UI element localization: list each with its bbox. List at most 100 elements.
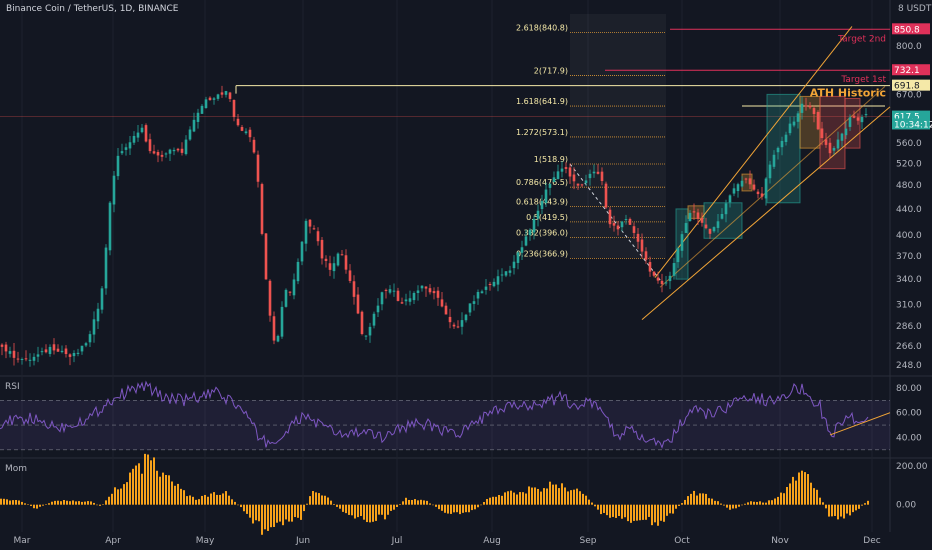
candles-group bbox=[0, 85, 868, 367]
candle-body bbox=[300, 241, 304, 262]
mom-bar bbox=[822, 502, 824, 505]
candle-body bbox=[12, 350, 16, 358]
mom-bar bbox=[786, 487, 788, 505]
candle-body bbox=[604, 183, 608, 208]
price-tick-label: 266.0 bbox=[896, 342, 922, 352]
candle-body bbox=[644, 251, 648, 260]
mom-bar bbox=[441, 504, 443, 511]
mom-bar bbox=[675, 504, 677, 509]
mom-bar bbox=[747, 502, 749, 505]
mom-bar bbox=[780, 492, 782, 505]
mom-bar bbox=[555, 484, 557, 505]
mom-bar bbox=[603, 504, 605, 513]
mom-bar bbox=[540, 491, 542, 505]
mom-bar bbox=[633, 504, 635, 521]
price-tag-bg bbox=[892, 64, 930, 76]
candle-body bbox=[500, 274, 504, 276]
fib-zone bbox=[570, 14, 666, 258]
mom-bar bbox=[606, 504, 608, 516]
mom-bar bbox=[303, 504, 305, 512]
candle-body bbox=[832, 148, 836, 151]
mom-bar bbox=[78, 501, 80, 505]
candle-body bbox=[864, 114, 868, 116]
candle-body bbox=[200, 105, 204, 114]
mom-bar bbox=[594, 504, 596, 507]
candle-body bbox=[548, 183, 552, 188]
rsi-tick-label: 60.00 bbox=[896, 409, 922, 419]
mom-bar bbox=[387, 504, 389, 515]
channel-mid-line bbox=[659, 85, 886, 288]
candle-body bbox=[836, 139, 840, 149]
candle-body bbox=[636, 233, 640, 242]
candle-body bbox=[536, 210, 540, 219]
mom-bar bbox=[498, 495, 500, 505]
candle-body bbox=[96, 308, 100, 322]
mom-bar bbox=[453, 504, 455, 513]
candle-body bbox=[220, 92, 224, 95]
mom-bar bbox=[6, 499, 8, 505]
mom-bar bbox=[552, 484, 554, 505]
chart-title: Binance Coin / TetherUS, 1D, BINANCE bbox=[6, 4, 179, 14]
price-tick-label: 400.0 bbox=[896, 231, 922, 241]
mom-bar bbox=[216, 494, 218, 505]
mom-bar bbox=[756, 501, 758, 505]
fib-level-label: 0.382(396.0) bbox=[516, 229, 568, 238]
mom-bar bbox=[111, 493, 113, 505]
mom-bar bbox=[39, 504, 41, 507]
candle-body bbox=[248, 129, 252, 138]
candle-body bbox=[540, 201, 544, 209]
candle-body bbox=[496, 276, 500, 285]
candle-body bbox=[616, 225, 620, 230]
candle-body bbox=[372, 313, 376, 326]
mom-tick-label: 200.00 bbox=[896, 462, 928, 472]
candle-body bbox=[364, 335, 368, 337]
candle-body bbox=[632, 226, 636, 233]
candle-body bbox=[608, 209, 612, 225]
x-tick-label-nov: Nov bbox=[771, 536, 789, 546]
candle-body bbox=[556, 171, 560, 179]
candle-body bbox=[324, 258, 328, 262]
candle-body bbox=[224, 91, 228, 95]
candle-body bbox=[560, 168, 564, 172]
candle-body bbox=[348, 270, 352, 281]
mom-bar bbox=[51, 501, 53, 505]
candle-body bbox=[628, 218, 632, 225]
mom-bar bbox=[531, 487, 533, 505]
candle-body bbox=[844, 128, 848, 136]
price-tag-label: 850.8 bbox=[894, 25, 920, 35]
mom-bar bbox=[297, 504, 299, 518]
x-tick-label-jul: Jul bbox=[391, 536, 403, 546]
mom-bar bbox=[711, 498, 713, 505]
candle-body bbox=[724, 203, 728, 215]
mom-bar bbox=[69, 501, 71, 505]
mom-bar bbox=[471, 504, 473, 511]
mom-bar bbox=[855, 504, 857, 511]
mom-bar bbox=[840, 504, 842, 517]
candle-body bbox=[404, 299, 408, 302]
mom-bar bbox=[636, 504, 638, 521]
candle-body bbox=[596, 171, 600, 174]
mom-bar bbox=[225, 491, 227, 505]
candle-body bbox=[480, 291, 484, 294]
candle-body bbox=[488, 284, 492, 286]
candle-body bbox=[408, 298, 412, 302]
candle-body bbox=[64, 348, 68, 355]
mom-bar bbox=[393, 504, 395, 510]
mom-title: Mom bbox=[5, 464, 27, 474]
mom-bar bbox=[459, 504, 461, 515]
mom-bar bbox=[519, 492, 521, 505]
candle-body bbox=[824, 139, 828, 145]
candle-body bbox=[328, 263, 332, 270]
mom-bar bbox=[681, 503, 683, 505]
mom-bar bbox=[27, 504, 29, 505]
candle-body bbox=[816, 112, 820, 130]
mom-bar bbox=[321, 495, 323, 505]
mom-bar bbox=[138, 463, 140, 505]
mom-bar bbox=[654, 504, 656, 523]
mom-bar bbox=[687, 496, 689, 505]
candle-body bbox=[32, 356, 36, 361]
mom-bar bbox=[837, 504, 839, 520]
mom-bar bbox=[33, 504, 35, 509]
candle-body bbox=[380, 292, 384, 305]
